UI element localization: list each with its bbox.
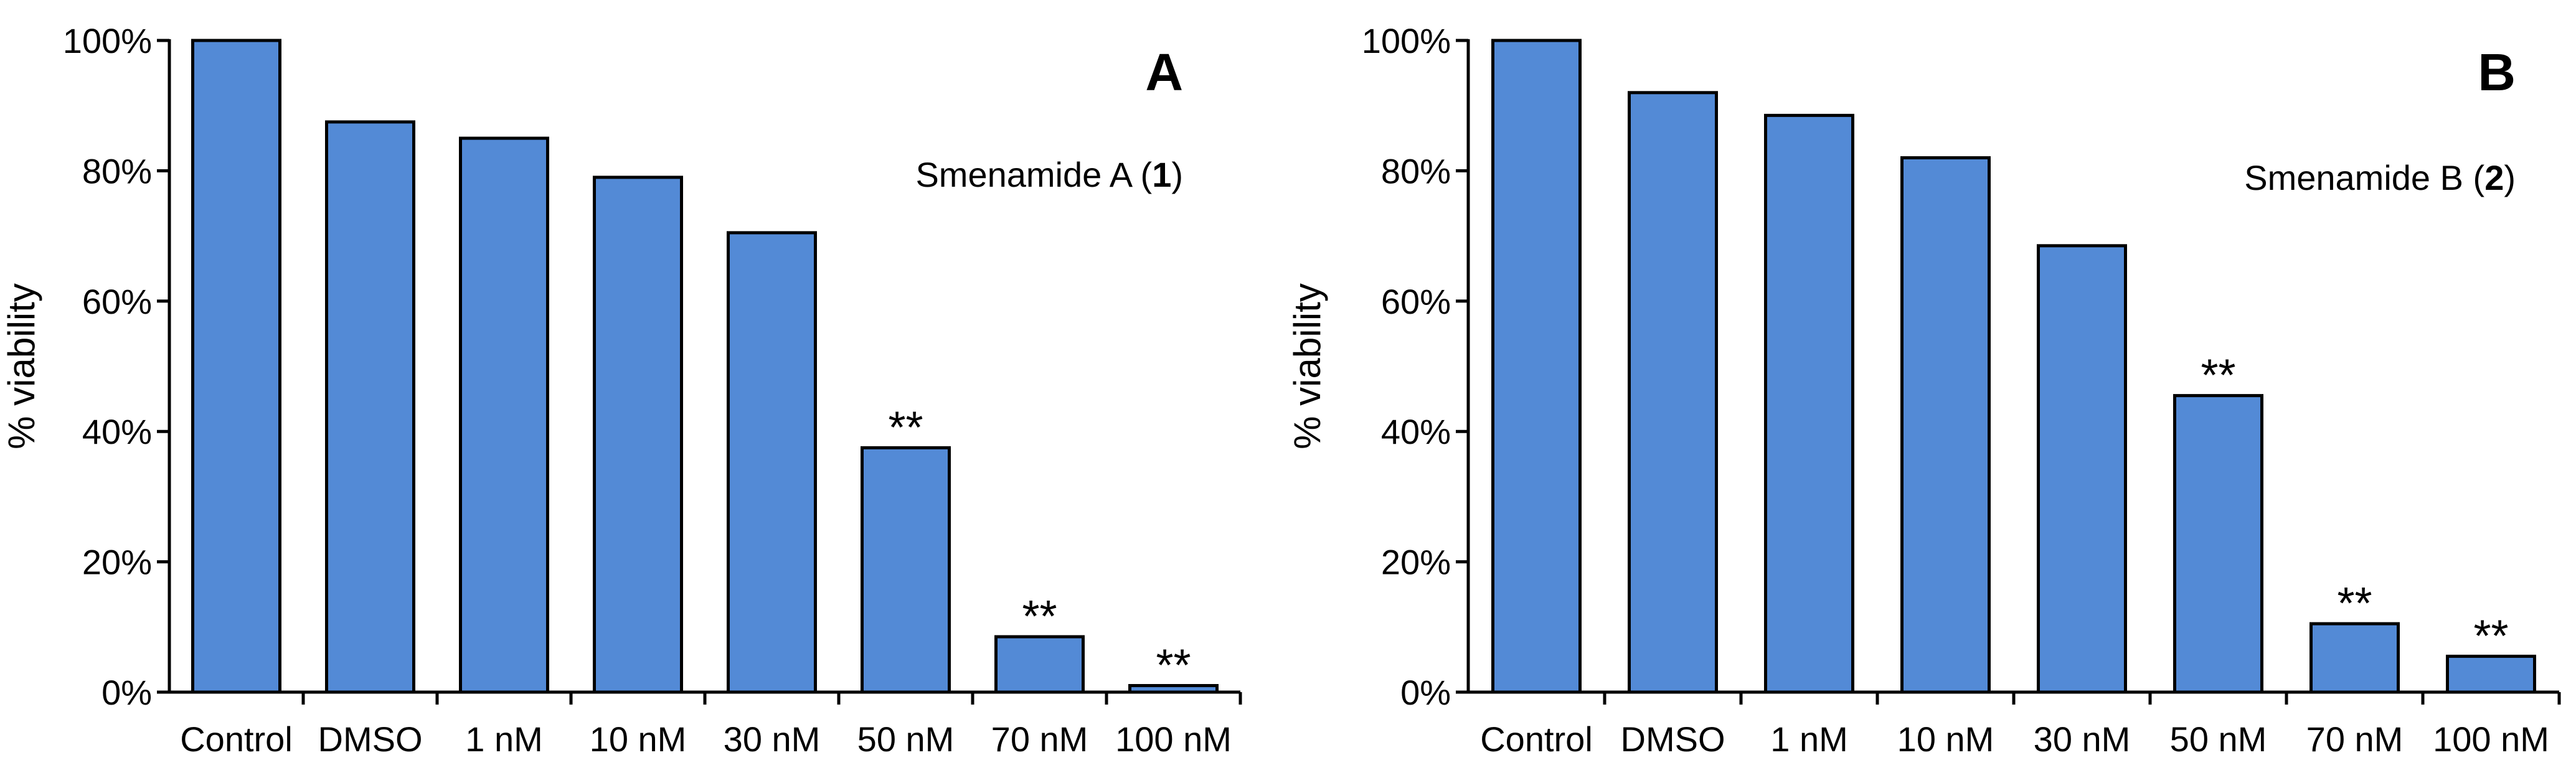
x-tick-label: 1 nM [1770,720,1848,759]
bar-70-nm [994,635,1085,694]
chart-panel-a: 0% 20% 40% 60% 80% 100% Control DMSO 1 nM 10 nM 30… [1,21,1242,759]
y-tick-label: 80% [82,151,152,190]
chart-title-suffix: ) [1171,155,1183,194]
y-tick-label: 100% [1362,21,1451,60]
y-tick-label: 40% [82,412,152,451]
x-tick-label: Control [180,720,293,759]
bar-50-nm [2173,394,2263,694]
bar-10-nm [1900,156,1991,694]
chart-title-prefix: Smenamide B ( [2244,158,2484,197]
chart-title: Smenamide A (1) [915,155,1183,194]
y-tick-label: 100% [63,21,152,60]
significance-label: ** [1156,641,1191,691]
significance-label: ** [888,403,923,452]
x-tick-label: Control [1480,720,1593,759]
x-tick-label: 10 nM [1897,720,1994,759]
bar-50-nm [861,446,951,694]
x-tick-label: 50 nM [857,720,955,759]
y-tick-label: 40% [1381,412,1451,451]
bar-30-nm [2037,244,2127,694]
chart-panel-b: 0% 20% 40% 60% 80% 100% Control DMSO 1 nM 10 nM 30… [1286,21,2561,759]
y-axis-title: % viability [1286,283,1328,449]
bar-control [191,39,281,694]
x-tick-label: 30 nM [724,720,821,759]
x-tick-label: DMSO [318,720,423,759]
x-tick-label: 70 nM [2306,720,2404,759]
bar-30-nm [727,231,817,694]
bar-dmso [325,120,415,694]
chart-title-suffix: ) [2504,158,2516,197]
bar-70-nm [2309,622,2400,694]
bar-control [1491,39,1582,694]
x-tick-label: DMSO [1621,720,1725,759]
x-tick-label: 1 nM [465,720,543,759]
x-tick-label: 100 nM [1115,720,1232,759]
significance-label: ** [2201,351,2235,401]
y-tick-label: 80% [1381,151,1451,190]
bar-1-nm [1764,113,1854,694]
y-axis-title: % viability [1,283,42,449]
panel-label: A [1145,43,1183,101]
x-tick-label: 70 nM [991,720,1088,759]
bar-100-nm [2446,654,2536,694]
significance-label: ** [2473,611,2508,661]
y-tick-label: 20% [1381,543,1451,582]
chart-title-compound-number: 1 [1152,155,1171,194]
bar-10-nm [593,176,683,694]
y-tick-label: 0% [1400,673,1451,712]
significance-label: ** [1022,592,1057,642]
chart-title-prefix: Smenamide A ( [915,155,1152,194]
x-tick-label: 50 nM [2170,720,2267,759]
y-tick-label: 60% [82,282,152,321]
bar-dmso [1628,91,1718,694]
x-tick-label: 100 nM [2433,720,2549,759]
y-tick-label: 60% [1381,282,1451,321]
significance-label: ** [2337,579,2372,629]
y-tick-label: 0% [101,673,152,712]
x-tick-label: 30 nM [2034,720,2131,759]
panel-label: B [2478,43,2516,101]
x-tick-label: 10 nM [590,720,687,759]
chart-title-compound-number: 2 [2484,158,2504,197]
bar-1-nm [459,136,549,694]
y-tick-label: 20% [82,543,152,582]
chart-title: Smenamide B (2) [2244,158,2516,197]
